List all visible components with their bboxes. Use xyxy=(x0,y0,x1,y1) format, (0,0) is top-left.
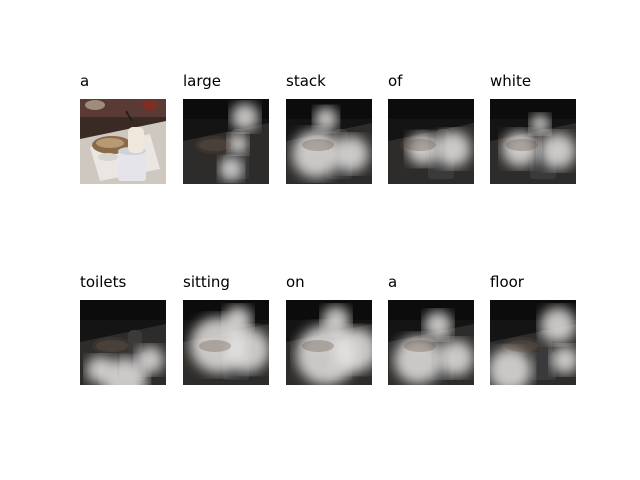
attention-map-image xyxy=(388,99,474,184)
attention-map-image xyxy=(80,300,166,385)
panel-word: toilets xyxy=(80,273,127,291)
attention-map-image xyxy=(183,300,269,385)
panel-word: white xyxy=(490,72,532,90)
attention-map-image xyxy=(286,99,372,184)
panel-word: sitting xyxy=(183,273,230,291)
panel-word: a xyxy=(388,273,398,291)
attention-map-image xyxy=(286,300,372,385)
panel-word: of xyxy=(388,72,403,90)
panel-word: on xyxy=(286,273,305,291)
source-image xyxy=(80,99,166,184)
attention-map-image xyxy=(490,99,576,184)
attention-map-image xyxy=(183,99,269,184)
attention-map-image xyxy=(490,300,576,385)
panel-word: a xyxy=(80,72,90,90)
panel-word: large xyxy=(183,72,222,90)
panel-word: stack xyxy=(286,72,326,90)
panel-word: floor xyxy=(490,273,524,291)
attention-map-image xyxy=(388,300,474,385)
